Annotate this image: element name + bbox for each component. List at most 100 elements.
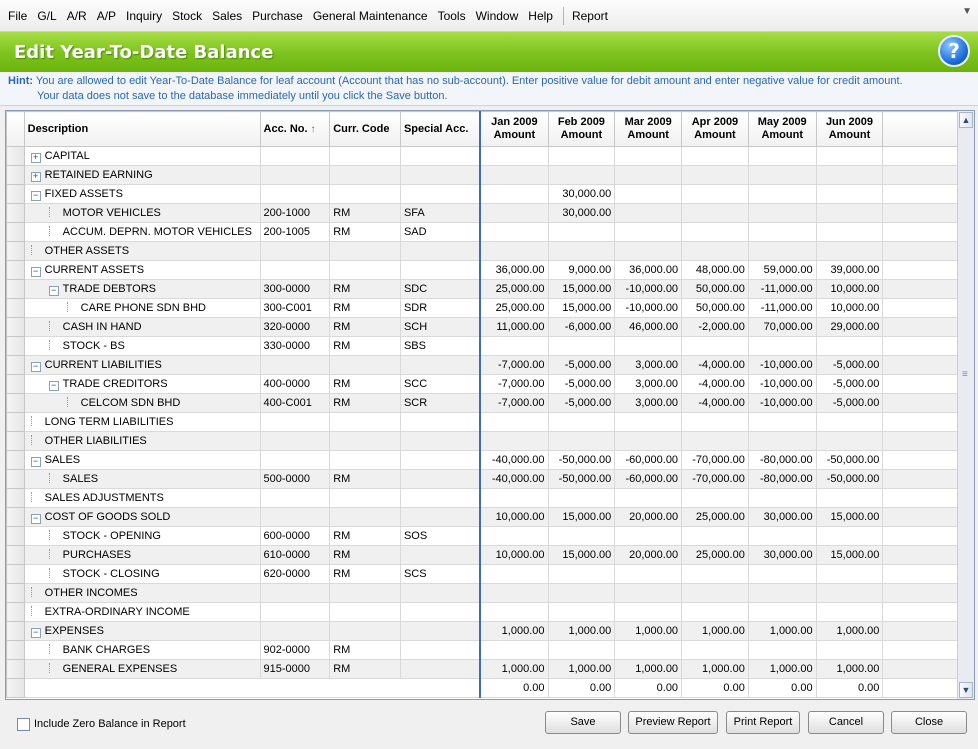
row-selector[interactable] [6,659,25,679]
amount-cell[interactable] [681,146,749,166]
table-row[interactable]: STOCK - OPENING 600-0000 RM SOS [6,526,974,546]
amount-cell[interactable]: -6,000.00 [547,317,616,337]
amount-cell[interactable] [479,488,549,508]
amount-cell[interactable] [815,564,884,584]
amount-cell[interactable] [815,488,884,508]
table-row[interactable]: − FIXED ASSETS 30,000.00 [6,184,974,204]
amount-cell[interactable] [747,412,817,432]
menu-item-report[interactable]: Report [571,8,608,23]
amount-cell[interactable]: 15,000.00 [547,545,616,565]
month-header[interactable]: Jan 2009 Amount [479,111,549,147]
amount-cell[interactable]: -70,000.00 [681,469,749,489]
row-selector[interactable] [6,583,25,603]
table-row[interactable]: MOTOR VEHICLES 200-1000 RM SFA 30,000.00 [6,203,974,223]
row-selector[interactable] [6,507,25,527]
amount-cell[interactable] [614,583,683,603]
expand-icon[interactable]: + [30,152,41,163]
amount-cell[interactable] [614,431,683,451]
amount-cell[interactable]: 1,000.00 [747,659,817,679]
amount-cell[interactable]: 15,000.00 [815,545,884,565]
amount-cell[interactable] [815,412,884,432]
amount-cell[interactable] [614,488,683,508]
amount-cell[interactable] [815,146,884,166]
table-row[interactable]: OTHER INCOMES [6,583,974,603]
curr-code-header[interactable]: Curr. Code [329,111,401,147]
amount-cell[interactable] [614,564,683,584]
amount-cell[interactable] [681,526,749,546]
amount-cell[interactable] [479,184,549,204]
table-row[interactable]: − COST OF GOODS SOLD 10,000.00 15,000.00 20,… [6,507,974,527]
amount-cell[interactable]: -40,000.00 [479,469,549,489]
amount-cell[interactable]: 36,000.00 [479,260,549,280]
row-selector[interactable] [6,279,25,299]
menu-overflow-chevron-icon[interactable]: ▼ [962,6,972,17]
amount-cell[interactable] [747,488,817,508]
amount-cell[interactable] [747,184,817,204]
amount-cell[interactable]: 20,000.00 [614,507,683,527]
menu-item-window[interactable]: Window [475,8,519,23]
amount-cell[interactable] [614,241,683,261]
table-row[interactable]: − SALES -40,000.00 -50,000.00 -60,000.00 -70,… [6,450,974,470]
row-selector[interactable] [6,146,25,166]
amount-cell[interactable] [547,222,616,242]
row-selector[interactable] [6,393,25,413]
row-selector[interactable] [6,374,25,394]
amount-cell[interactable] [747,203,817,223]
scroll-up-icon[interactable]: ▲ [959,112,973,128]
amount-cell[interactable]: -10,000.00 [747,374,817,394]
amount-cell[interactable]: 59,000.00 [747,260,817,280]
amount-cell[interactable]: -4,000.00 [681,355,749,375]
menu-item-tools[interactable]: Tools [437,8,466,23]
amount-cell[interactable]: 30,000.00 [747,507,817,527]
row-selector[interactable] [6,564,25,584]
amount-cell[interactable] [479,564,549,584]
month-header[interactable]: Jun 2009 Amount [815,111,884,147]
amount-cell[interactable]: 25,000.00 [479,298,549,318]
row-selector[interactable] [6,526,25,546]
amount-cell[interactable]: -5,000.00 [815,393,884,413]
amount-cell[interactable]: 1,000.00 [547,659,616,679]
menu-item-sales[interactable]: Sales [212,8,243,23]
amount-cell[interactable]: 20,000.00 [614,545,683,565]
amount-cell[interactable] [681,241,749,261]
amount-cell[interactable] [681,412,749,432]
amount-cell[interactable]: 30,000.00 [547,184,616,204]
amount-cell[interactable]: -50,000.00 [547,450,616,470]
amount-cell[interactable]: 29,000.00 [815,317,884,337]
menu-item-stock[interactable]: Stock [172,8,203,23]
expand-icon[interactable]: + [30,171,41,182]
amount-cell[interactable] [614,203,683,223]
amount-cell[interactable]: -70,000.00 [681,450,749,470]
amount-cell[interactable] [681,602,749,622]
amount-cell[interactable]: 10,000.00 [815,279,884,299]
amount-cell[interactable] [547,146,616,166]
row-selector[interactable] [6,640,25,660]
amount-cell[interactable] [681,184,749,204]
row-selector[interactable] [6,621,25,641]
table-row[interactable]: STOCK - CLOSING 620-0000 RM SCS [6,564,974,584]
row-selector[interactable] [6,431,25,451]
amount-cell[interactable]: -7,000.00 [479,355,549,375]
amount-cell[interactable]: -4,000.00 [681,393,749,413]
row-selector[interactable] [6,450,25,470]
amount-cell[interactable] [815,203,884,223]
vertical-scrollbar[interactable]: ▲ ≡ ▼ [957,111,974,699]
amount-cell[interactable] [815,583,884,603]
amount-cell[interactable] [747,526,817,546]
amount-cell[interactable] [747,640,817,660]
amount-cell[interactable] [547,241,616,261]
table-row[interactable]: CELCOM SDN BHD 400-C001 RM SCR -7,000.00 -5,0… [6,393,974,413]
amount-cell[interactable] [479,241,549,261]
row-selector[interactable] [6,317,25,337]
collapse-icon[interactable]: − [48,380,59,391]
amount-cell[interactable] [614,165,683,185]
table-row[interactable]: SALES ADJUSTMENTS [6,488,974,508]
amount-cell[interactable] [479,222,549,242]
amount-cell[interactable] [681,488,749,508]
amount-cell[interactable]: 46,000.00 [614,317,683,337]
amount-cell[interactable]: 1,000.00 [681,659,749,679]
amount-cell[interactable]: 30,000.00 [547,203,616,223]
table-row[interactable]: STOCK - BS 330-0000 RM SBS [6,336,974,356]
month-header[interactable]: May 2009 Amount [747,111,817,147]
amount-cell[interactable]: -10,000.00 [747,393,817,413]
